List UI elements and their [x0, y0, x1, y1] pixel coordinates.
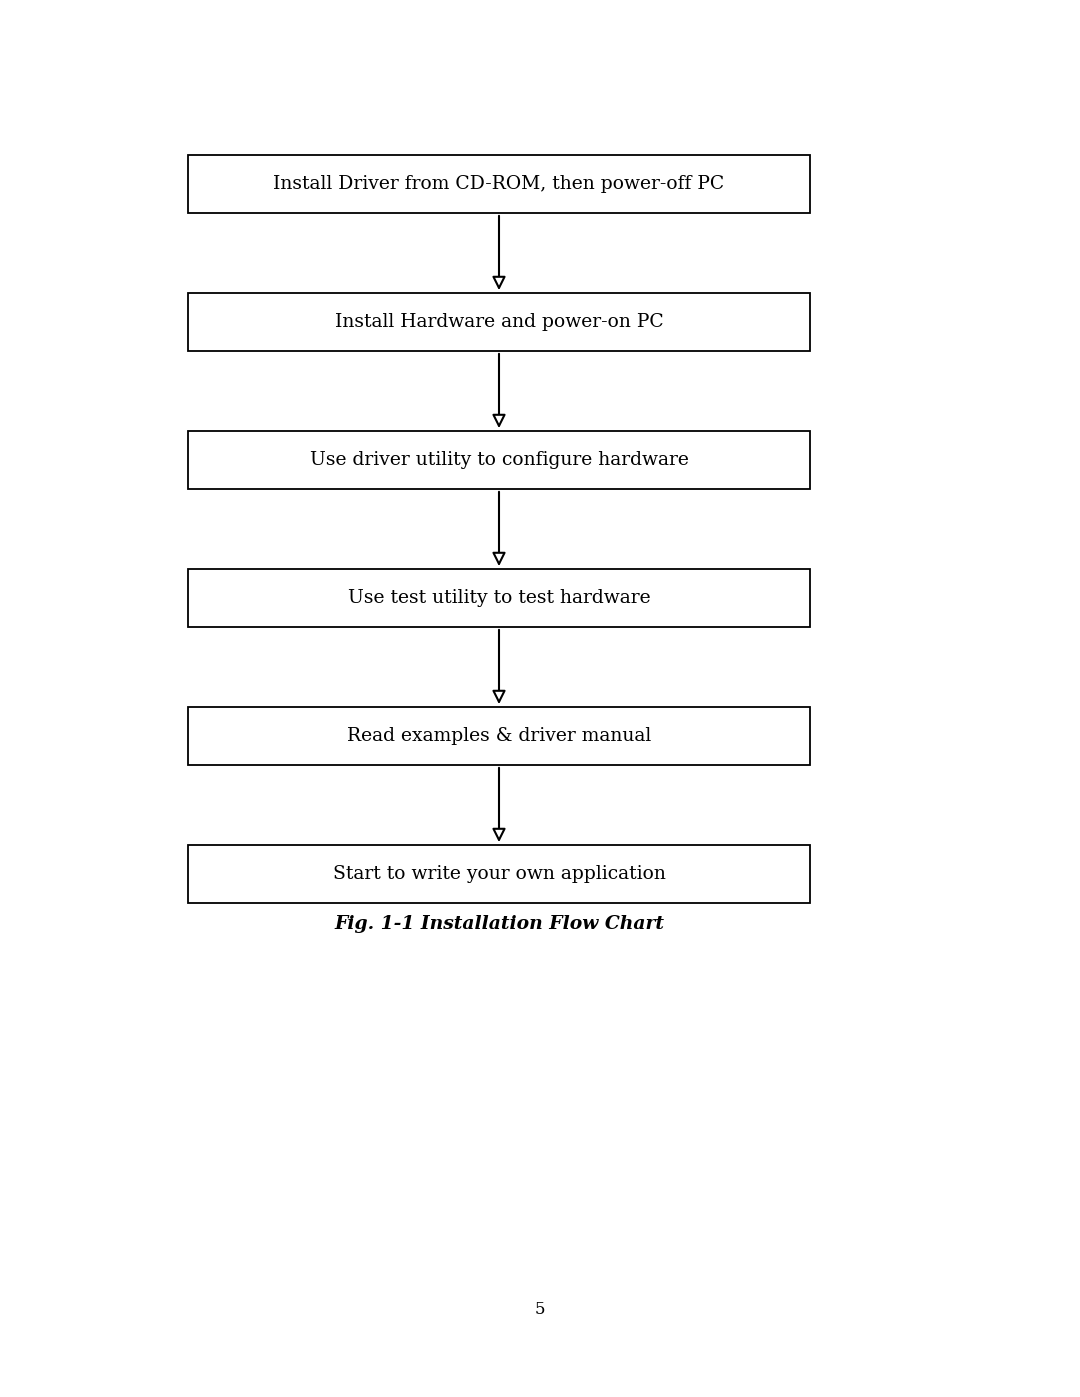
Text: Start to write your own application: Start to write your own application: [333, 865, 665, 883]
Text: Install Driver from CD-ROM, then power-off PC: Install Driver from CD-ROM, then power-o…: [273, 175, 725, 193]
Bar: [188, 432, 810, 489]
Text: Read examples & driver manual: Read examples & driver manual: [347, 726, 651, 745]
Text: Use test utility to test hardware: Use test utility to test hardware: [348, 590, 650, 608]
Text: 5: 5: [535, 1302, 545, 1319]
Bar: [188, 293, 810, 351]
Bar: [188, 845, 810, 902]
Bar: [188, 707, 810, 766]
Bar: [188, 569, 810, 627]
Bar: [188, 155, 810, 212]
Text: Fig. 1-1 Installation Flow Chart: Fig. 1-1 Installation Flow Chart: [334, 915, 664, 933]
Text: Use driver utility to configure hardware: Use driver utility to configure hardware: [310, 451, 688, 469]
Text: Install Hardware and power-on PC: Install Hardware and power-on PC: [335, 313, 663, 331]
